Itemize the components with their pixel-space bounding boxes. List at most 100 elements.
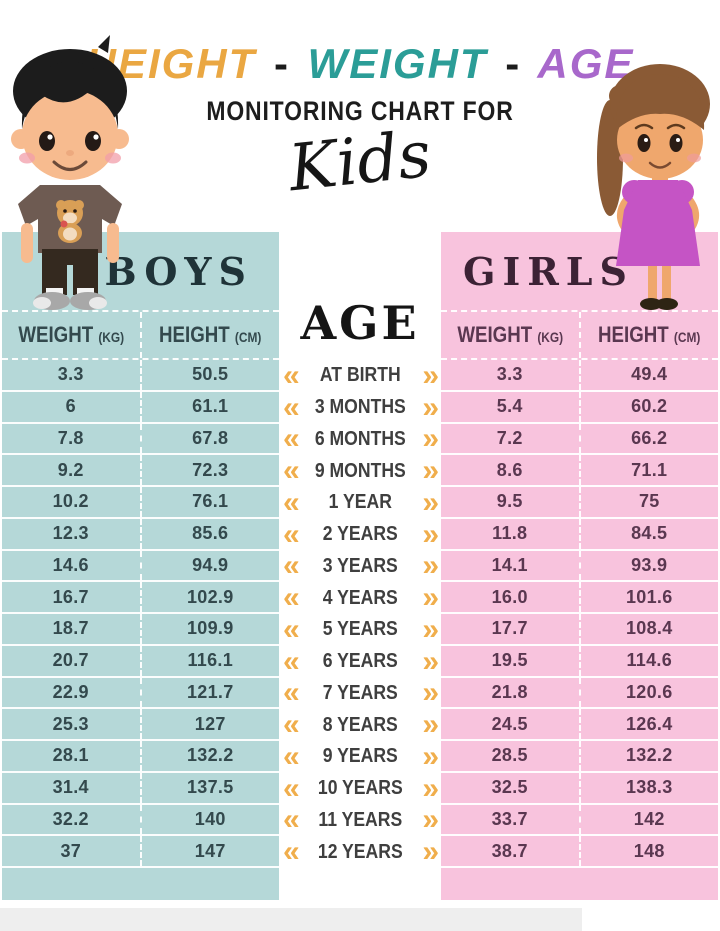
boys-weight-cell: 18.7 [2, 614, 142, 644]
boys-height-cell: 147 [194, 840, 226, 861]
left-chevrons-icon: « [283, 803, 300, 837]
girls-height-cell: 138.3 [625, 777, 673, 798]
girls-table-row: 17.7 108.4 [441, 614, 718, 646]
left-chevrons-icon: « [283, 358, 300, 392]
girls-height-cell: 84.5 [631, 523, 668, 544]
age-column: AGE « AT BIRTH » « 3 MONTHS » « 6 MONTHS [279, 232, 441, 900]
girls-height-cell: 142 [633, 808, 665, 829]
girls-weight-cell: 14.1 [441, 550, 581, 581]
girls-weight-cell: 11.8 [441, 518, 581, 549]
boys-height-cell: 140 [194, 808, 226, 829]
girls-table-row: 8.6 71.1 [441, 455, 718, 487]
left-chevrons-icon: « [283, 485, 300, 519]
girls-height-cell: 114.6 [626, 650, 673, 671]
left-chevrons-icon: « [283, 771, 300, 805]
right-chevrons-icon: » [422, 739, 439, 773]
boys-weight-cell: 10.2 [2, 487, 142, 517]
girls-table-row: 21.8 120.6 [441, 677, 718, 710]
boys-weight-cell: 3.3 [2, 360, 142, 390]
age-label: 10 YEARS [317, 777, 403, 800]
boys-table-row: 6 61.1 [2, 391, 279, 424]
boys-table-row: 32.2 140 [2, 804, 279, 837]
right-chevrons-icon: » [422, 771, 439, 805]
girls-table-row: 14.1 93.9 [441, 550, 718, 583]
boys-table-row: 22.9 121.7 [2, 677, 279, 710]
left-chevrons-icon: « [283, 739, 300, 773]
left-chevrons-icon: « [283, 517, 300, 551]
boys-table-row: 16.7 102.9 [2, 582, 279, 614]
boys-height-cell: 127 [194, 713, 226, 734]
girls-table-row: 33.7 142 [441, 804, 718, 837]
girls-weight-header: WEIGHT (KG) [441, 312, 581, 358]
age-row: « 10 YEARS » [279, 773, 441, 805]
boys-weight-cell: 7.8 [2, 423, 142, 454]
boys-height-cell: 102.9 [186, 586, 234, 607]
girls-height-cell: 101.6 [625, 586, 673, 607]
boys-weight-cell: 31.4 [2, 772, 142, 803]
right-chevrons-icon: » [422, 517, 439, 551]
girls-table-row: 19.5 114.6 [441, 645, 718, 678]
boys-height-header: HEIGHT (CM) [159, 322, 262, 347]
boys-height-cell: 132.2 [186, 745, 234, 766]
right-chevrons-icon: » [422, 422, 439, 456]
left-chevrons-icon: « [283, 708, 300, 742]
age-row: « 1 YEAR » [279, 487, 441, 519]
left-chevrons-icon: « [283, 390, 300, 424]
age-label: 8 YEARS [322, 713, 398, 736]
boys-column-headers: WEIGHT (KG) HEIGHT (CM) [2, 310, 279, 360]
girls-height-cell: 93.9 [631, 554, 668, 575]
age-label: 2 YEARS [322, 523, 398, 546]
boys-table-row: 10.2 76.1 [2, 487, 279, 519]
boys-weight-cell: 22.9 [2, 677, 142, 708]
girls-height-cell: 108.4 [625, 618, 673, 639]
age-row: « 11 YEARS » [279, 805, 441, 837]
boys-height-cell: 94.9 [192, 554, 229, 575]
girls-weight-cell: 19.5 [441, 645, 581, 676]
girls-table-body: 3.3 49.4 5.4 60.2 7.2 66.2 8.6 71.1 [441, 360, 718, 900]
girls-height-cell: 60.2 [631, 396, 668, 417]
right-chevrons-icon: » [422, 644, 439, 678]
boys-weight-cell: 32.2 [2, 804, 142, 835]
girls-table-row: 28.5 132.2 [441, 741, 718, 773]
age-label: 3 MONTHS [314, 396, 406, 419]
age-row: « 6 MONTHS » [279, 424, 441, 456]
age-label: 1 YEAR [328, 491, 392, 514]
right-chevrons-icon: » [422, 549, 439, 583]
age-row: « 4 YEARS » [279, 582, 441, 614]
header: HEIGHT - WEIGHT - AGE MONITORING CHART F… [0, 40, 720, 206]
boys-height-cell: 137.5 [186, 777, 234, 798]
girls-height-cell: 126.4 [625, 713, 673, 734]
boys-table-row: 25.3 127 [2, 709, 279, 741]
title-word-weight: WEIGHT [307, 40, 488, 87]
girls-weight-cell: 28.5 [441, 741, 581, 771]
girls-weight-cell: 9.5 [441, 487, 581, 517]
title-separator: - [505, 40, 522, 87]
age-row: « 7 YEARS » [279, 678, 441, 710]
boys-table-row: 12.3 85.6 [2, 518, 279, 551]
boys-height-cell: 61.1 [192, 396, 229, 417]
left-chevrons-icon: « [283, 676, 300, 710]
boys-table-row: 37 147 [2, 836, 279, 868]
left-chevrons-icon: « [283, 612, 300, 646]
girls-weight-cell: 5.4 [441, 391, 581, 422]
girls-weight-cell: 33.7 [441, 804, 581, 835]
girls-weight-cell: 8.6 [441, 455, 581, 485]
left-chevrons-icon: « [283, 644, 300, 678]
girls-height-cell: 66.2 [631, 427, 668, 448]
girls-table-row: 38.7 148 [441, 836, 718, 868]
boys-height-cell: 50.5 [192, 364, 229, 385]
boys-table-row: 7.8 67.8 [2, 423, 279, 456]
right-chevrons-icon: » [422, 581, 439, 615]
age-label: 3 YEARS [322, 554, 398, 577]
boys-table-row: 28.1 132.2 [2, 741, 279, 773]
subtitle: MONITORING CHART FOR [206, 96, 514, 126]
left-chevrons-icon: « [283, 581, 300, 615]
right-chevrons-icon: » [422, 454, 439, 488]
boys-weight-cell: 37 [2, 836, 142, 866]
girls-weight-cell: 17.7 [441, 614, 581, 644]
age-label: 6 YEARS [322, 650, 398, 673]
age-label: 5 YEARS [322, 618, 398, 641]
boys-table-row: 14.6 94.9 [2, 550, 279, 583]
age-label: 7 YEARS [322, 681, 398, 704]
